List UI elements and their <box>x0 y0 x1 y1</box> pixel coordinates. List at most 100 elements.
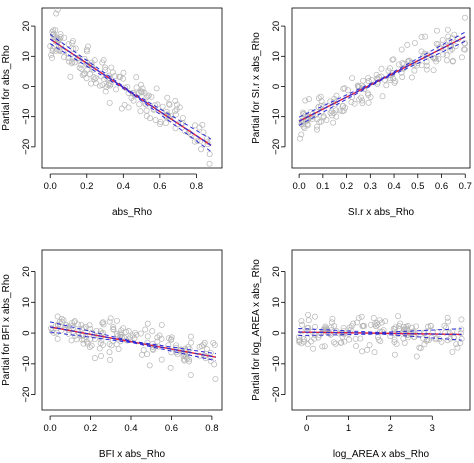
x-tick-label: 0.2 <box>340 181 353 192</box>
scatter-point <box>397 320 404 327</box>
y-tick-label: 20 <box>21 266 32 277</box>
scatter-point <box>88 342 95 349</box>
scatter-point <box>450 334 457 341</box>
scatter-point <box>300 336 307 343</box>
scatter-point <box>102 64 109 71</box>
scatter-point <box>359 97 366 104</box>
x-tick-label: 0.8 <box>190 181 203 192</box>
scatter-point <box>98 336 105 343</box>
scatter-point <box>58 327 65 334</box>
scatter-point <box>398 46 405 53</box>
y-tick-label: −10 <box>21 109 32 125</box>
scatter-point <box>100 321 107 328</box>
scatter-point <box>50 330 57 336</box>
scatter-point <box>296 337 303 344</box>
scatter-point <box>353 343 360 350</box>
scatter-point <box>146 362 153 369</box>
y-axis-title: Partial for abs_Rho <box>1 45 12 131</box>
scatter-point <box>76 64 83 71</box>
scatter-point <box>338 339 345 346</box>
scatter-point <box>111 73 118 80</box>
confidence-band-lower <box>50 331 217 362</box>
scatter-point <box>305 317 312 324</box>
scatter-point <box>106 341 113 347</box>
scatter-point <box>186 358 193 365</box>
scatter-point <box>145 92 152 99</box>
scatter-point <box>54 335 61 342</box>
y-tick-label: 10 <box>271 51 282 62</box>
scatter-point <box>321 343 328 350</box>
scatter-point <box>296 135 303 142</box>
scatter-point <box>385 67 392 74</box>
scatter-point <box>206 151 213 158</box>
scatter-point <box>158 356 165 363</box>
scatter-point <box>314 126 321 133</box>
scatter-point <box>54 8 61 13</box>
scatter-point <box>441 322 448 329</box>
scatter-point <box>450 57 456 64</box>
scatter-point <box>458 316 465 323</box>
scatter-point <box>459 54 465 61</box>
scatter-point <box>158 321 165 328</box>
scatter-point <box>72 332 79 339</box>
scatter-point <box>120 69 127 76</box>
scatter-point <box>136 101 143 108</box>
scatter-point <box>318 118 325 125</box>
scatter-point <box>461 46 467 53</box>
x-tick-label: 0.6 <box>165 423 178 434</box>
scatter-point <box>391 336 398 343</box>
scatter-point <box>444 314 451 321</box>
y-tick-label: −20 <box>21 139 32 155</box>
scatter-point <box>107 356 113 363</box>
scatter-point <box>75 55 82 62</box>
scatter-point <box>364 90 371 97</box>
scatter-point <box>333 113 340 120</box>
scatter-point <box>401 339 408 346</box>
scatter-point <box>88 59 95 66</box>
scatter-point <box>423 337 430 344</box>
scatter-point <box>443 52 450 59</box>
scatter-point <box>341 338 348 345</box>
scatter-point <box>110 324 117 330</box>
scatter-point <box>179 115 186 121</box>
scatter-point <box>142 326 149 333</box>
plot-frame <box>291 249 471 411</box>
scatter-point <box>54 35 61 42</box>
scatter-point <box>340 330 347 337</box>
scatter-point <box>309 115 316 122</box>
scatter-point <box>366 342 373 349</box>
scatter-point <box>61 54 67 61</box>
scatter-point <box>330 119 337 126</box>
scatter-point <box>308 338 315 345</box>
scatter-point <box>304 327 311 334</box>
scatter-point <box>56 46 63 53</box>
scatter-point <box>422 33 429 40</box>
scatter-point <box>332 107 339 114</box>
x-tick-label: 0.1 <box>316 181 329 192</box>
scatter-point <box>398 69 405 76</box>
scatter-point <box>391 79 398 86</box>
scatter-point <box>131 335 138 342</box>
scatter-point <box>167 364 174 371</box>
confidence-band-lower <box>49 43 212 152</box>
scatter-point <box>133 74 140 81</box>
scatter-point <box>187 372 194 379</box>
scatter-point <box>401 323 407 330</box>
scatter-point <box>423 62 430 69</box>
scatter-point <box>404 322 411 329</box>
scatter-point <box>418 33 425 40</box>
scatter-point <box>192 122 199 129</box>
scatter-point <box>387 77 393 84</box>
scatter-point <box>310 345 316 352</box>
chart-panel-2: −20 −10 0 10 20 0.0 0.1 0.2 0.3 0.4 0.5 0.6 0.7 SI.r … <box>251 7 472 218</box>
scatter-point <box>395 313 402 320</box>
y-tick-label: 0 <box>271 330 282 335</box>
scatter-point <box>158 335 165 342</box>
scatter-point <box>106 318 113 325</box>
confidence-band-lower <box>298 40 466 126</box>
scatter-point <box>444 337 451 344</box>
scatter-point <box>399 59 406 66</box>
scatter-point <box>139 351 145 358</box>
scatter-point <box>106 99 113 106</box>
scatter-point <box>439 36 446 43</box>
